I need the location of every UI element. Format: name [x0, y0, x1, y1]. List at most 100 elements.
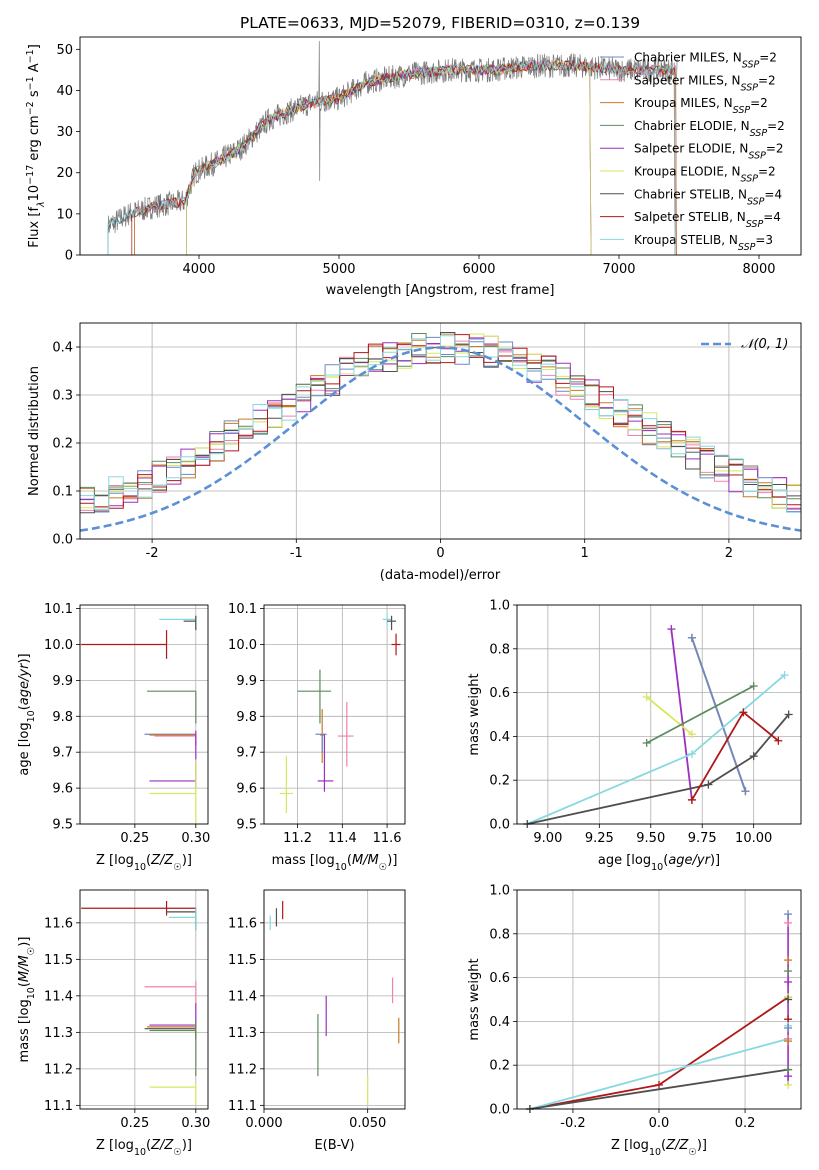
x-tick-label: 0.2 — [735, 1116, 756, 1131]
x-axis-label: Z [log10(Z/Z☉)] — [611, 1138, 707, 1158]
label-part: Kroupa MILES, N — [634, 96, 733, 110]
weight-line-salpeter-stelib — [691, 710, 779, 801]
model-line-salpeter-elodie — [186, 59, 592, 255]
model-line-kroupa-stelib — [107, 59, 676, 255]
y-tick-label: 20 — [56, 166, 73, 181]
label-part: )] — [17, 937, 32, 947]
y-tick-label: 0.6 — [489, 971, 510, 986]
label-part: SSP — [750, 127, 768, 138]
data-point — [279, 755, 294, 814]
x-tick-label: 11.2 — [283, 831, 312, 846]
label-part: Z/Z — [150, 853, 174, 868]
label-part: ☉ — [173, 1147, 182, 1158]
weight-line-kroupa-stelib — [529, 1038, 789, 1109]
label-part: Z [log — [611, 1138, 649, 1153]
label-part: −17 — [25, 165, 36, 185]
label-part: 10 — [26, 710, 37, 722]
legend-entry: Salpeter STELIB, NSSP=4 — [634, 210, 781, 230]
x-tick-label: -1 — [290, 546, 303, 561]
x-tick-label: 9.00 — [533, 831, 562, 846]
axes-frame — [79, 604, 209, 825]
y-tick-label: 0.8 — [489, 642, 510, 657]
y-tick-label: 0.2 — [52, 437, 73, 452]
weight-line-chabrier-elodie — [646, 685, 755, 744]
label-part: ☉ — [688, 1147, 697, 1158]
label-part: )] — [387, 853, 397, 868]
y-tick-label: 0.4 — [489, 730, 510, 745]
label-part: age [log — [598, 853, 651, 868]
label-part: ( — [17, 982, 32, 987]
label-part: 10 — [134, 1147, 146, 1158]
x-axis-label: (data-model)/error — [380, 568, 501, 583]
y-tick-label: 9.6 — [236, 782, 257, 797]
label-part: =2 — [759, 51, 777, 65]
data-point — [183, 615, 197, 631]
x-tick-label: 0.30 — [181, 831, 210, 846]
y-tick-label: 30 — [56, 125, 73, 140]
y-tick-label: 0.3 — [52, 389, 73, 404]
x-axis-label: age [log10(age/yr)] — [598, 853, 720, 873]
label-part: =4 — [763, 210, 781, 224]
y-tick-label: 0.0 — [52, 533, 73, 548]
model-line-kroupa-elodie — [186, 59, 592, 255]
data-point — [297, 669, 332, 724]
x-tick-label: 2 — [725, 546, 733, 561]
data-point — [149, 730, 197, 789]
y-tick-label: 0.1 — [52, 485, 73, 500]
label-part: M/M — [17, 955, 32, 982]
label-part: Salpeter ELODIE, N — [634, 142, 748, 156]
normal-curve — [80, 346, 801, 532]
label-part: Salpeter MILES, N — [634, 73, 741, 87]
y-tick-label: 0.8 — [489, 927, 510, 942]
label-part: Flux [f — [27, 207, 42, 248]
y-tick-label: 0.4 — [489, 1015, 510, 1030]
y-tick-label: 40 — [56, 84, 73, 99]
label-part: ( — [663, 853, 668, 868]
y-tick-label: 10 — [56, 207, 73, 222]
data-point — [149, 1083, 197, 1106]
label-part: =2 — [758, 73, 776, 87]
label-part: ( — [146, 853, 151, 868]
legend-entry: Salpeter ELODIE, NSSP=2 — [634, 142, 784, 162]
y-tick-label: 11.5 — [44, 953, 73, 968]
x-tick-label: 0.30 — [181, 1116, 210, 1131]
x-tick-label: 6000 — [462, 262, 495, 277]
data-point — [317, 734, 334, 792]
y-tick-label: 9.7 — [52, 746, 73, 761]
x-tick-label: 7000 — [602, 262, 635, 277]
label-part: Z [log — [96, 853, 134, 868]
label-part: SSP — [741, 82, 759, 93]
y-axis-label: mass [log10(M/M☉)] — [17, 937, 37, 1063]
age_vs_Z-panel: 0.25 0.309.59.69.79.89.910.010.1Z [log10(… — [17, 602, 210, 872]
label-part: SSP — [747, 196, 765, 207]
age_vs_mass-panel: 11.2 11.4 11.6 9.5 9.6 9.7 9.8 9.9 10.0 10.1 mass … — [228, 602, 406, 873]
axes-frame — [79, 889, 209, 1110]
label-part: wavelength [Angstrom, rest frame] — [326, 283, 555, 298]
y-tick-label: 9.5 — [52, 818, 73, 833]
x-tick-label: 8000 — [742, 262, 775, 277]
weight-line-kroupa-elodie — [646, 696, 693, 735]
label-part: SSP — [741, 173, 759, 184]
x-tick-label: 0 — [436, 546, 444, 561]
label-part: =2 — [767, 119, 785, 133]
y-tick-label: 11.6 — [228, 916, 257, 931]
y-tick-label: 1.0 — [489, 884, 510, 899]
label-part: ☉ — [26, 947, 37, 956]
data-point — [147, 690, 197, 724]
y-axis-label: Flux [fλ10−17 erg cm−2 s−1 A−1] — [25, 44, 47, 248]
x-tick-label: -0.2 — [560, 1116, 585, 1131]
axes-frame — [263, 604, 406, 825]
legend-entry: Kroupa MILES, NSSP=2 — [634, 96, 768, 116]
label-part: −2 — [25, 101, 36, 115]
legend-entry: Kroupa STELIB, NSSP=3 — [634, 233, 773, 253]
y-tick-label: 11.3 — [228, 1026, 257, 1041]
label-part: −1 — [25, 49, 36, 63]
axes-frame — [516, 604, 802, 825]
x-tick-label: 9.50 — [636, 831, 665, 846]
data-point — [382, 612, 392, 627]
legend-entry: Chabrier STELIB, NSSP=4 — [634, 187, 782, 207]
data-point — [166, 908, 197, 931]
label-part: A — [27, 63, 42, 76]
x-tick-label: 11.4 — [328, 831, 357, 846]
